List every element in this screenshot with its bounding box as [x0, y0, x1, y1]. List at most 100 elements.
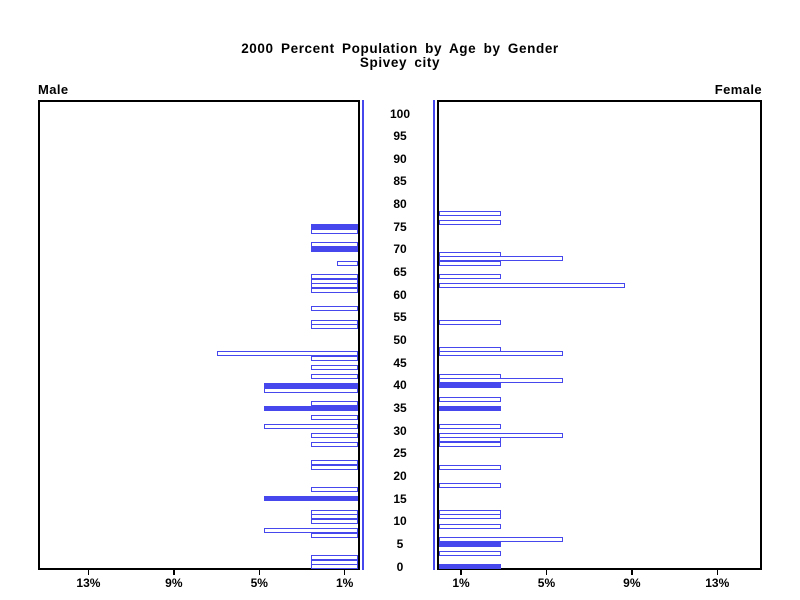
- age-tick-label-0: 0: [396, 559, 404, 574]
- male-bar-age-23: [311, 460, 358, 466]
- male-bar-age-64: [311, 274, 358, 280]
- age-tick-label-25: 25: [393, 446, 407, 461]
- female-bar-age-54: [439, 319, 501, 325]
- male-category-axis-line: [362, 100, 364, 570]
- male-bar-age-11: [311, 514, 358, 520]
- female-bar-age-42: [439, 373, 501, 379]
- age-tick-label-95: 95: [393, 129, 407, 144]
- male-bar-age-17: [311, 487, 358, 493]
- female-bar-age-68: [439, 256, 563, 262]
- female-bar-age-35: [439, 405, 501, 411]
- male-bar-age-39: [264, 387, 358, 393]
- male-bar-age-46: [311, 355, 358, 361]
- male-bar-age-44: [311, 364, 358, 370]
- male-bar-age-0: [311, 564, 358, 570]
- male-panel-label: Male: [38, 82, 69, 97]
- male-bar-age-29: [311, 432, 358, 438]
- male-bar-age-42: [311, 373, 358, 379]
- female-bar-age-37: [439, 396, 501, 402]
- age-tick-label-80: 80: [393, 197, 407, 212]
- male-bar-age-53: [311, 324, 358, 330]
- age-tick-label-35: 35: [393, 401, 407, 416]
- male-pct-tick-label-1: 1%: [335, 576, 354, 590]
- male-bar-age-10: [311, 518, 358, 524]
- male-bar-age-47: [217, 351, 358, 357]
- female-pct-tick-label-1: 1%: [452, 576, 470, 590]
- age-tick-label-40: 40: [393, 378, 407, 393]
- female-bar-age-69: [439, 251, 501, 257]
- female-pct-tick-label-9: 9%: [623, 576, 641, 590]
- female-bar-age-40: [439, 382, 501, 388]
- male-bar-age-2: [311, 555, 358, 561]
- male-bar-age-35: [264, 405, 358, 411]
- female-bar-age-48: [439, 346, 501, 352]
- female-bar-age-12: [439, 509, 501, 515]
- female-bar-age-22: [439, 464, 501, 470]
- female-pct-tick-label-5: 5%: [537, 576, 556, 590]
- female-pct-tick-9: [631, 570, 633, 575]
- female-bar-age-41: [439, 378, 563, 384]
- male-bar-age-70: [311, 246, 358, 252]
- female-pct-tick-13: [716, 570, 718, 575]
- male-bar-age-67: [336, 260, 358, 266]
- male-bar-age-54: [311, 319, 358, 325]
- male-pct-tick-label-5: 5%: [250, 576, 268, 590]
- female-bar-age-9: [439, 523, 501, 529]
- chart-title: 2000 Percent Population by Age by Gender: [241, 41, 559, 56]
- female-category-axis-line: [433, 100, 435, 570]
- male-bar-age-22: [311, 464, 358, 470]
- female-bar-age-18: [439, 482, 501, 488]
- age-tick-label-15: 15: [393, 491, 407, 506]
- male-bar-age-40: [264, 382, 358, 388]
- male-bar-age-74: [311, 228, 358, 234]
- female-bar-age-29: [439, 432, 563, 438]
- age-tick-label-70: 70: [393, 242, 407, 257]
- female-bar-age-67: [439, 260, 501, 266]
- age-tick-label-75: 75: [393, 219, 407, 234]
- age-tick-label-85: 85: [393, 174, 407, 189]
- male-bar-age-62: [311, 283, 358, 289]
- age-tick-label-20: 20: [393, 469, 407, 484]
- female-bar-age-47: [439, 351, 563, 357]
- male-bar-age-15: [264, 496, 358, 502]
- female-bar-age-6: [439, 537, 563, 543]
- male-pct-tick-9: [173, 570, 175, 575]
- male-pct-tick-5: [258, 570, 260, 575]
- female-bar-age-76: [439, 219, 501, 225]
- age-tick-label-60: 60: [393, 287, 407, 302]
- male-pct-tick-label-9: 9%: [165, 576, 183, 590]
- male-bar-age-7: [311, 532, 358, 538]
- male-bar-age-31: [264, 423, 358, 429]
- female-plot-frame: [437, 100, 762, 570]
- male-bar-age-75: [311, 224, 358, 230]
- female-bar-age-3: [439, 550, 501, 556]
- female-pct-tick-label-13: 13%: [705, 576, 730, 590]
- male-bar-age-57: [311, 305, 358, 311]
- female-bar-age-0: [439, 564, 501, 570]
- male-plot-frame: [38, 100, 360, 570]
- male-bar-age-12: [311, 509, 358, 515]
- male-pct-tick-13: [87, 570, 90, 575]
- female-bar-age-62: [439, 283, 625, 289]
- female-bar-age-11: [439, 514, 501, 520]
- female-panel-label: Female: [714, 82, 762, 97]
- female-bar-age-64: [439, 274, 501, 280]
- male-bar-age-8: [264, 528, 358, 534]
- male-bar-age-63: [311, 278, 358, 284]
- male-bar-age-27: [311, 441, 358, 447]
- age-tick-label-10: 10: [393, 514, 407, 529]
- female-bar-age-31: [439, 423, 501, 429]
- male-pct-tick-label-13: 13%: [76, 576, 101, 590]
- male-bar-age-61: [311, 287, 358, 293]
- age-tick-label-50: 50: [393, 333, 407, 348]
- female-pct-tick-1: [460, 570, 462, 575]
- male-bar-age-36: [311, 401, 358, 407]
- age-tick-label-55: 55: [393, 310, 407, 325]
- age-tick-label-30: 30: [393, 423, 407, 438]
- female-bar-age-28: [439, 437, 501, 443]
- age-tick-label-100: 100: [389, 106, 411, 121]
- male-pct-tick-1: [343, 570, 346, 575]
- male-bar-age-33: [311, 414, 358, 420]
- age-tick-label-45: 45: [393, 355, 407, 370]
